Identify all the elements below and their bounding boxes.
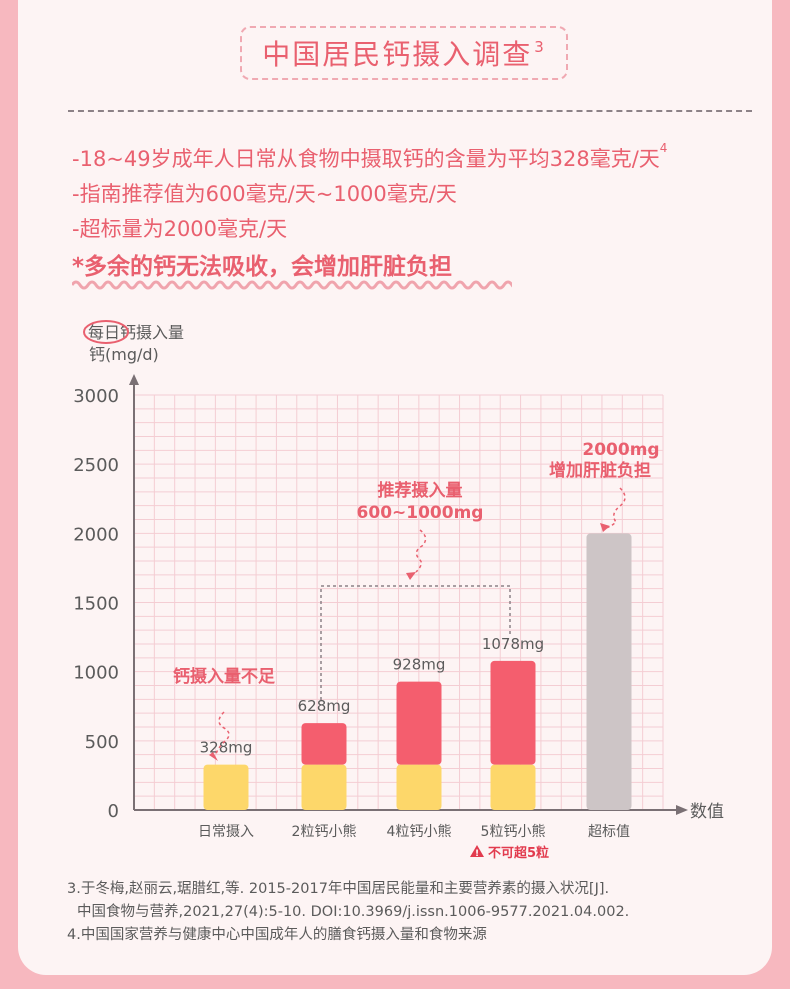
- reference-4: 4.中国国家营养与健康中心中国成年人的膳食钙摄入量和食物来源: [67, 927, 487, 943]
- bar-segment: [586, 533, 632, 810]
- y-tick-label: 2500: [73, 455, 119, 476]
- bar-segment: [203, 764, 249, 810]
- recommend-bracket: [320, 585, 511, 700]
- x-axis-label: 数值: [690, 802, 724, 822]
- annotation-recommend-arrow: [406, 572, 416, 580]
- reference-3-cont: 中国食物与营养,2021,27(4):5-10. DOI:10.3969/j.i…: [77, 904, 630, 920]
- bar-segment: [301, 723, 347, 765]
- bar-segment: [301, 764, 347, 810]
- title-footnote-mark: 3: [534, 38, 546, 56]
- bar-data-label: 628mg: [298, 697, 351, 715]
- y-axis-label: 每日钙摄入量: [88, 323, 184, 342]
- x-tick-label: 4粒钙小熊: [387, 824, 452, 840]
- warning-icon: [470, 845, 484, 857]
- annotation-low-curl: [215, 711, 230, 755]
- y-tick-label: 3000: [73, 386, 119, 407]
- point-footnote-mark: 4: [659, 141, 668, 155]
- x-tick-label: 2粒钙小熊: [292, 824, 357, 840]
- x-tick-label: 5粒钙小熊: [481, 824, 546, 840]
- x-tick-label: 超标值: [588, 824, 630, 840]
- y-label-circle: [83, 320, 129, 344]
- page-title: 中国居民钙摄入调查 3: [240, 26, 568, 80]
- y-tick-label: 1000: [73, 663, 119, 684]
- point-warning: *多余的钙无法吸收，会增加肝脏负担: [72, 247, 452, 281]
- bar-data-label: 328mg: [200, 739, 253, 757]
- point-warning-text: *多余的钙无法吸收，会增加肝脏负担: [72, 254, 453, 280]
- bar-segment: [396, 764, 442, 810]
- annotation-excess-note: 增加肝脏负担: [549, 460, 651, 481]
- x-axis-arrow: [676, 805, 688, 815]
- annotation-low-arrow: [209, 752, 218, 761]
- reference-3: 3.于冬梅,赵丽云,琚腊红,等. 2015-2017年中国居民能量和主要营养素的…: [67, 881, 610, 897]
- annotation-excess-curl: [605, 487, 626, 529]
- point-daily-intake-text: -18~49岁成年人日常从食物中摄取钙的含量为平均328毫克/天: [72, 147, 660, 171]
- bar-data-label: 928mg: [393, 656, 446, 674]
- point-recommended-text: -指南推荐值为600毫克/天~1000毫克/天: [72, 182, 457, 206]
- wavy-underline: [72, 280, 512, 290]
- annotation-recommend-range: 600~1000mg: [357, 503, 484, 523]
- y-tick-label: 1500: [73, 594, 119, 615]
- point-recommended: -指南推荐值为600毫克/天~1000毫克/天: [72, 178, 457, 208]
- y-axis-arrow: [129, 374, 139, 385]
- bar-data-label: 1078mg: [482, 635, 544, 653]
- bar-segment: [396, 681, 442, 765]
- point-excess: -超标量为2000毫克/天: [72, 213, 287, 243]
- x-tick-label: 日常摄入: [198, 824, 254, 840]
- point-daily-intake: -18~49岁成年人日常从食物中摄取钙的含量为平均328毫克/天4: [72, 141, 668, 173]
- content-card: [18, 0, 772, 975]
- annotation-low: 钙摄入量不足: [173, 666, 275, 687]
- y-axis-unit: 钙(mg/d): [89, 345, 159, 364]
- annotation-excess-arrow: [600, 523, 610, 532]
- bar-segment: [490, 660, 536, 765]
- warning-text: 不可超5粒: [488, 845, 549, 861]
- annotation-recommend-curl: [415, 529, 427, 573]
- annotation-excess-value: 2000mg: [582, 440, 659, 460]
- warning-icon-mark: !: [475, 849, 479, 859]
- point-excess-text: -超标量为2000毫克/天: [72, 217, 288, 241]
- references: 3.于冬梅,赵丽云,琚腊红,等. 2015-2017年中国居民能量和主要营养素的…: [67, 878, 757, 947]
- bar-segment: [490, 764, 536, 810]
- y-tick-label: 500: [85, 732, 119, 753]
- y-tick-label: 2000: [73, 524, 119, 545]
- divider: [68, 110, 752, 112]
- annotation-recommend-title: 推荐摄入量: [378, 480, 463, 501]
- page-title-text: 中国居民钙摄入调查: [262, 38, 533, 71]
- y-tick-label: 0: [108, 801, 119, 822]
